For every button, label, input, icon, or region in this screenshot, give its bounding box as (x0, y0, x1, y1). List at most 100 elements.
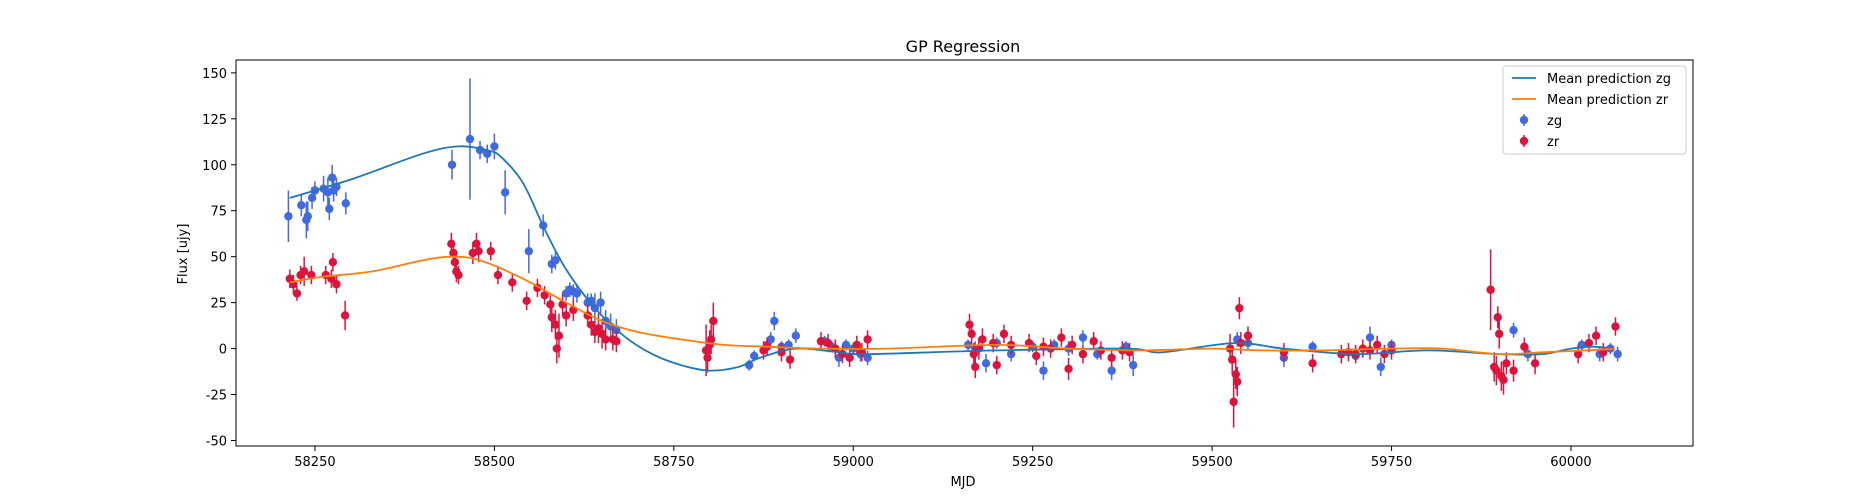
y-tick-label: 0 (219, 343, 227, 358)
data-point (1499, 375, 1508, 385)
data-point (332, 280, 341, 289)
x-tick-label: 58750 (653, 455, 694, 470)
data-point (450, 257, 460, 267)
data-point (823, 338, 833, 348)
y-axis-label: Flux [ujy] (176, 224, 191, 285)
data-point (474, 246, 483, 256)
data-point (472, 239, 481, 249)
data-point (999, 329, 1009, 339)
data-point (1032, 351, 1041, 361)
data-point (500, 188, 510, 197)
data-point (1584, 338, 1594, 348)
legend-item: zr (1519, 135, 1560, 150)
data-point (1231, 370, 1241, 379)
data-point (992, 360, 1001, 370)
data-point (1128, 360, 1138, 370)
data-point (785, 355, 795, 364)
data-point (1078, 349, 1088, 359)
data-point (1039, 366, 1048, 375)
data-point (551, 320, 560, 329)
x-tick-label: 58500 (474, 455, 515, 470)
data-point (447, 160, 457, 169)
axes-frame (235, 59, 1694, 447)
data-point (1502, 359, 1511, 368)
y-tick-label: 100 (202, 159, 227, 174)
chart-title: GP Regression (906, 37, 1021, 56)
x-tick-label: 59250 (1012, 455, 1053, 470)
x-tick-label: 59750 (1371, 455, 1412, 470)
data-point (841, 340, 851, 350)
data-point (791, 331, 801, 340)
legend-item: Mean prediction zr (1512, 93, 1669, 108)
data-point (299, 267, 309, 276)
data-point (709, 316, 718, 326)
data-point (612, 337, 621, 346)
data-point (1229, 397, 1238, 407)
data-point (1308, 342, 1317, 351)
data-point (292, 289, 302, 298)
legend-item: Mean prediction zg (1512, 72, 1671, 87)
data-point (546, 300, 555, 309)
data-point (1493, 313, 1502, 322)
series-zg (284, 78, 1622, 380)
legend-box (1502, 65, 1687, 155)
data-point (750, 351, 759, 361)
data-point (328, 257, 338, 267)
data-point (1573, 349, 1583, 359)
data-point (483, 149, 492, 158)
legend-label: zr (1547, 135, 1560, 150)
data-point (816, 337, 826, 346)
data-point (540, 291, 549, 300)
y-axis-ticks: -50 -25 0 25 50 75 100 125 150 (202, 67, 236, 449)
x-tick-label: 59500 (1191, 455, 1232, 470)
data-point (1613, 349, 1622, 359)
x-tick-label: 59000 (833, 455, 874, 470)
data-point (490, 142, 499, 151)
data-point (978, 335, 987, 344)
data-point (547, 313, 557, 322)
data-point (1235, 303, 1244, 313)
data-point (327, 173, 337, 182)
y-tick-label: -50 (206, 434, 227, 449)
y-tick-label: 50 (210, 251, 227, 266)
data-point (1107, 353, 1116, 362)
y-tick-label: 150 (202, 67, 227, 82)
data-point (341, 199, 351, 208)
data-point (524, 246, 534, 256)
data-point (703, 353, 712, 362)
data-point (965, 320, 974, 329)
data-point (1057, 333, 1066, 342)
data-point (1233, 377, 1242, 386)
data-point (522, 296, 531, 305)
data-point (1509, 326, 1518, 335)
legend-label: Mean prediction zg (1547, 72, 1671, 87)
data-point (1308, 359, 1317, 368)
y-tick-label: 25 (210, 297, 227, 312)
data-point (1492, 366, 1501, 375)
data-point (284, 212, 293, 221)
data-point (1107, 366, 1116, 375)
data-point (1067, 340, 1077, 350)
data-point (989, 338, 998, 348)
data-point (1089, 337, 1098, 346)
data-point (770, 316, 779, 326)
series-zr (285, 232, 1620, 428)
x-tick-label: 60000 (1550, 455, 1591, 470)
data-point (838, 349, 847, 359)
data-point (561, 311, 571, 320)
data-point (1228, 355, 1237, 364)
data-point (1372, 340, 1382, 350)
data-point (554, 331, 564, 340)
data-point (1078, 333, 1088, 342)
y-tick-label: 75 (210, 205, 227, 220)
y-tick-label: 125 (202, 113, 227, 128)
data-point (551, 256, 560, 265)
y-tick-label: -25 (206, 389, 227, 404)
legend-label: zg (1547, 114, 1562, 129)
data-point (596, 298, 605, 307)
mean-line-zg (289, 145, 1615, 372)
data-point (967, 329, 976, 339)
data-point (863, 335, 872, 344)
data-point (447, 239, 456, 249)
data-point (587, 320, 596, 329)
